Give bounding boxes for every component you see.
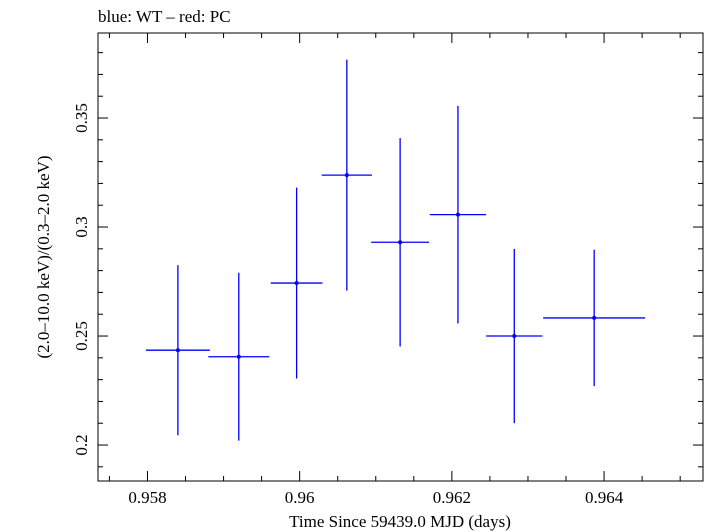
- point-marker: [236, 354, 241, 359]
- data-marks: [145, 59, 646, 441]
- y-tick-label: 0.3: [72, 216, 91, 237]
- data-point: [208, 272, 270, 441]
- data-point: [543, 249, 646, 387]
- y-tick-label: 0.35: [72, 103, 91, 133]
- data-point: [321, 59, 372, 291]
- plot-frame: [97, 32, 704, 482]
- point-marker: [512, 334, 517, 339]
- data-point: [429, 105, 487, 324]
- data-point: [145, 265, 210, 436]
- data-point: [371, 138, 430, 347]
- point-marker: [175, 348, 180, 353]
- point-marker: [344, 173, 349, 178]
- x-axis-label: Time Since 59439.0 MJD (days): [289, 512, 511, 531]
- y-tick-label: 0.2: [72, 434, 91, 455]
- axis-ticks: 0.958 0.96 0.962 0.964 0.2 0.25 0.3 0.35: [72, 33, 703, 507]
- point-marker: [592, 315, 597, 320]
- x-tick-label: 0.96: [285, 488, 315, 507]
- point-marker: [294, 281, 299, 286]
- point-marker: [398, 240, 403, 245]
- x-tick-label: 0.958: [128, 488, 166, 507]
- x-tick-label: 0.964: [585, 488, 624, 507]
- data-point: [486, 248, 543, 424]
- y-tick-label: 0.25: [72, 321, 91, 351]
- data-point: [270, 187, 323, 379]
- x-tick-label: 0.962: [433, 488, 471, 507]
- y-axis-label: (2.0–10.0 keV)/(0.3–2.0 keV): [34, 155, 53, 358]
- chart-title: blue: WT – red: PC: [98, 7, 231, 26]
- point-marker: [455, 212, 460, 217]
